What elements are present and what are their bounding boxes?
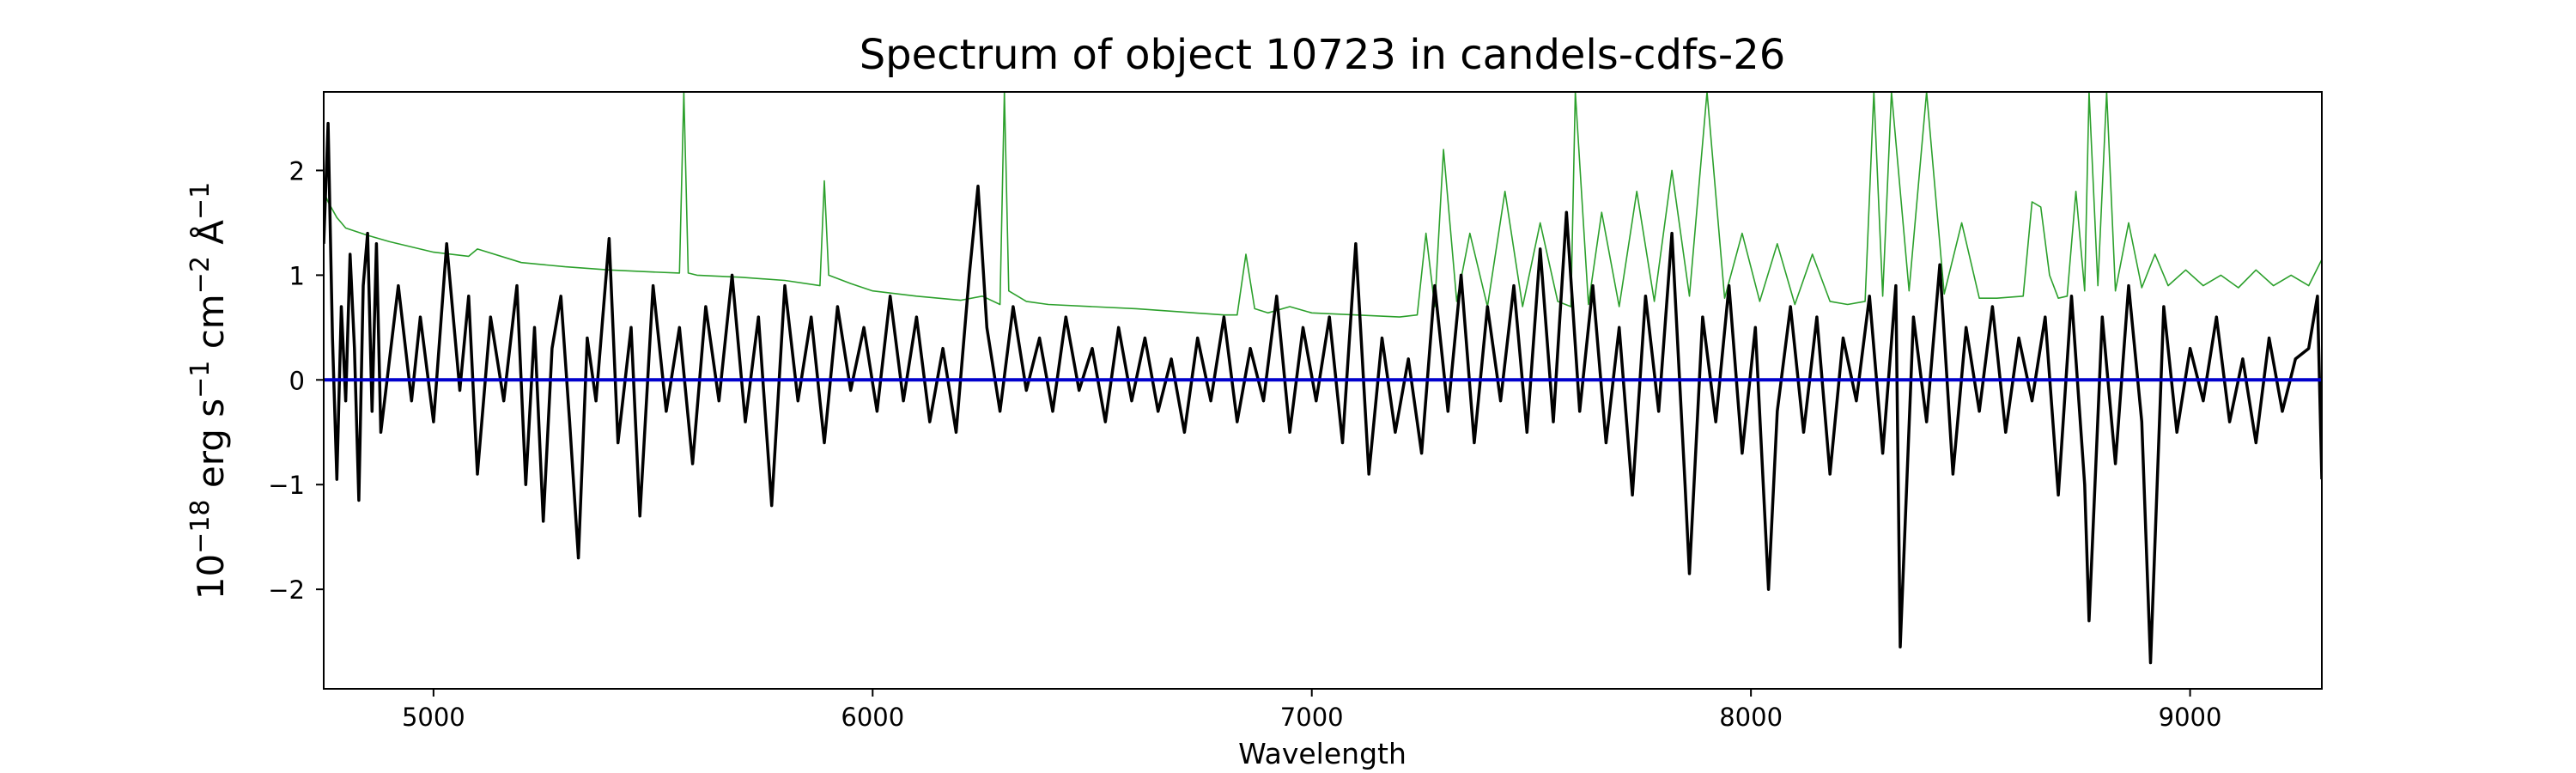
- plot-frame: [323, 91, 2323, 690]
- error-spectrum-layer: [324, 92, 2322, 318]
- y-label-exp4: −1: [185, 182, 216, 220]
- x-tick-label: 5000: [402, 703, 465, 732]
- y-label-exp2: −1: [185, 361, 216, 399]
- y-label-base: 10: [190, 554, 232, 600]
- y-tick-label: 1: [289, 261, 305, 290]
- y-axis-ticks: 2 1 0 −1 −2: [268, 156, 324, 605]
- y-tick-label: 0: [289, 366, 305, 395]
- x-tick-label: 6000: [841, 703, 904, 732]
- y-label-exp1: −18: [185, 500, 216, 554]
- y-label-exp3: −2: [185, 256, 216, 294]
- x-axis-ticks: 5000 6000 7000 8000 9000: [402, 689, 2222, 732]
- y-tick-label: −2: [268, 575, 305, 605]
- y-label-t1: erg s: [190, 399, 232, 500]
- flux-line: [324, 121, 2322, 665]
- error-line: [324, 92, 2322, 318]
- y-label-t3: Å: [189, 220, 232, 256]
- y-axis-label: 10−18 erg s−1 cm−2 Å−1: [185, 182, 233, 600]
- x-tick-label: 9000: [2159, 703, 2222, 732]
- chart-title: Spectrum of object 10723 in candels-cdfs…: [860, 31, 1786, 79]
- x-axis-label: Wavelength: [1238, 737, 1406, 770]
- flux-spectrum-layer: [324, 121, 2322, 665]
- y-label-t2: cm: [190, 294, 232, 360]
- x-tick-label: 7000: [1280, 703, 1344, 732]
- y-tick-label: −1: [268, 471, 305, 500]
- y-tick-label: 2: [289, 156, 305, 186]
- x-tick-label: 8000: [1719, 703, 1783, 732]
